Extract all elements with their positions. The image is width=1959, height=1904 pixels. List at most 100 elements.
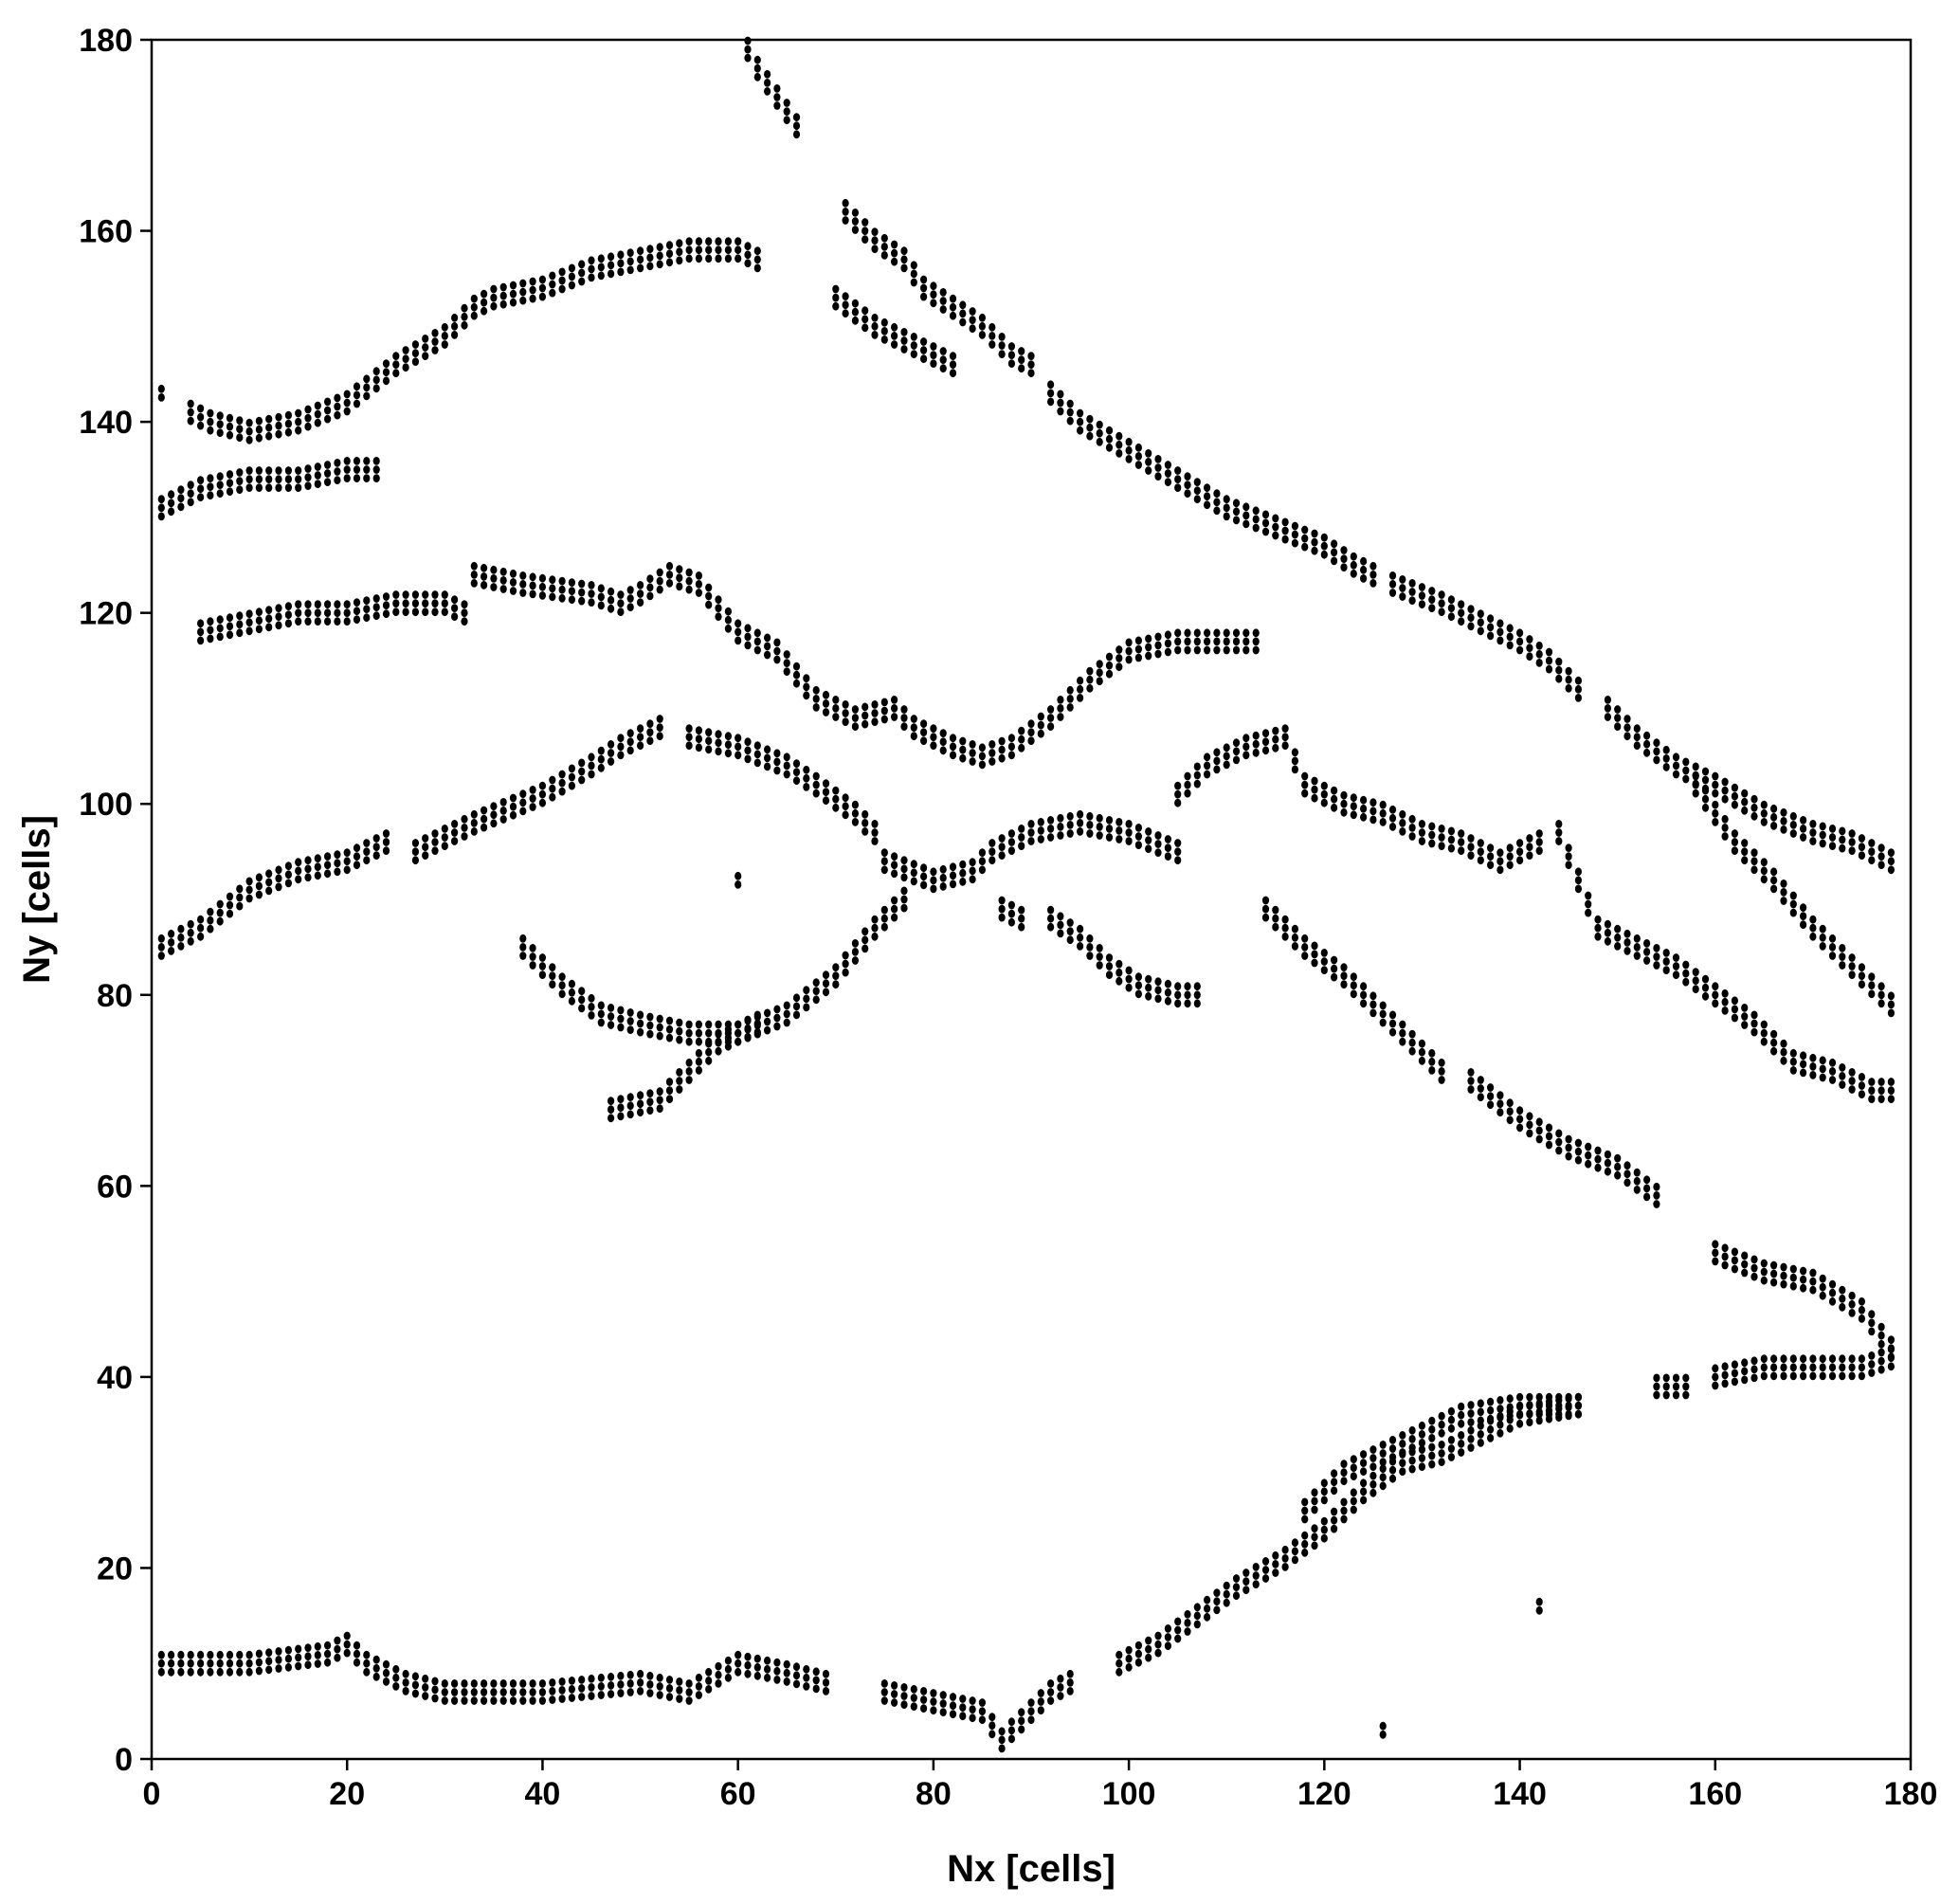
data-point (1574, 684, 1582, 694)
data-point (900, 705, 908, 714)
data-point (617, 751, 625, 760)
data-point (608, 757, 615, 766)
data-point (1750, 1373, 1758, 1383)
data-point (1057, 390, 1064, 399)
data-point (998, 1735, 1006, 1745)
data-point (1682, 960, 1690, 970)
data-point (578, 987, 586, 996)
data-point (1438, 607, 1445, 617)
data-point (1096, 813, 1103, 823)
data-point (363, 374, 371, 384)
data-point (1780, 1039, 1787, 1048)
data-point (753, 1027, 761, 1037)
data-point (1018, 905, 1025, 915)
data-point (989, 1730, 996, 1739)
data-point (1174, 839, 1182, 847)
data-point (705, 1667, 713, 1677)
data-point (1066, 811, 1074, 821)
data-point (597, 1673, 605, 1682)
data-point (1701, 767, 1710, 776)
data-point (1379, 1721, 1387, 1731)
data-point (1018, 922, 1025, 932)
data-point (735, 619, 742, 628)
data-point (558, 989, 566, 999)
data-point (1164, 469, 1171, 478)
data-point (422, 843, 429, 851)
data-point (1164, 979, 1171, 988)
data-point (1018, 825, 1025, 833)
data-point (1701, 775, 1710, 785)
data-point (949, 311, 957, 320)
data-point (617, 1095, 625, 1103)
data-point (715, 254, 722, 263)
data-point (1223, 637, 1230, 646)
data-point (1545, 1123, 1553, 1133)
data-point (1291, 1547, 1298, 1556)
data-point (939, 873, 947, 882)
data-point (304, 617, 312, 626)
data-point (490, 293, 498, 302)
data-point (1125, 1654, 1133, 1663)
data-point (989, 757, 996, 766)
data-point (1731, 1369, 1738, 1378)
data-point (891, 1698, 898, 1707)
data-point (1116, 1659, 1123, 1668)
data-point (1819, 924, 1826, 934)
data-point (1487, 861, 1495, 870)
data-point (1770, 876, 1778, 885)
data-point (862, 819, 869, 827)
data-point (1184, 999, 1191, 1008)
data-point (1516, 1392, 1524, 1402)
data-point (959, 300, 967, 310)
data-point (441, 322, 448, 332)
data-point (1204, 500, 1211, 510)
data-point (490, 1679, 498, 1688)
data-point (665, 1033, 674, 1043)
data-point (783, 667, 790, 676)
data-point (1585, 899, 1592, 909)
data-point (334, 1653, 341, 1662)
data-point (637, 1669, 644, 1678)
data-point (1731, 1013, 1738, 1023)
data-point (1027, 719, 1035, 728)
data-point (1360, 795, 1368, 805)
data-point (1369, 815, 1377, 825)
data-point (236, 477, 244, 485)
data-point (1487, 843, 1495, 852)
data-point (461, 1696, 468, 1705)
data-point (1770, 867, 1778, 877)
data-point (1701, 794, 1710, 804)
data-point (1819, 942, 1826, 951)
data-point (157, 503, 165, 513)
data-point (617, 1689, 625, 1697)
data-point (1741, 1375, 1749, 1385)
data-point (1096, 961, 1103, 970)
data-point (1301, 1539, 1309, 1549)
data-point (744, 1652, 752, 1661)
data-point (735, 1028, 742, 1038)
data-point (676, 256, 683, 265)
data-point (197, 1650, 205, 1659)
data-point (822, 1678, 830, 1687)
data-point (451, 604, 459, 612)
data-point (236, 1667, 244, 1677)
data-point (862, 235, 869, 244)
data-point (1858, 1090, 1865, 1098)
data-point (324, 1641, 332, 1650)
data-point (1653, 1382, 1660, 1391)
data-point (1614, 705, 1622, 714)
data-point (637, 1019, 644, 1028)
data-point (1320, 781, 1328, 790)
data-point (168, 938, 175, 947)
data-point (441, 340, 448, 349)
data-point (255, 607, 263, 617)
data-point (1574, 1401, 1582, 1410)
data-point (549, 584, 556, 593)
data-point (197, 421, 205, 430)
data-point (1877, 990, 1885, 1000)
data-point (1340, 1468, 1348, 1478)
data-point (568, 1685, 576, 1694)
data-point (353, 1658, 361, 1667)
data-point (676, 1077, 683, 1085)
data-point (1535, 1605, 1543, 1615)
